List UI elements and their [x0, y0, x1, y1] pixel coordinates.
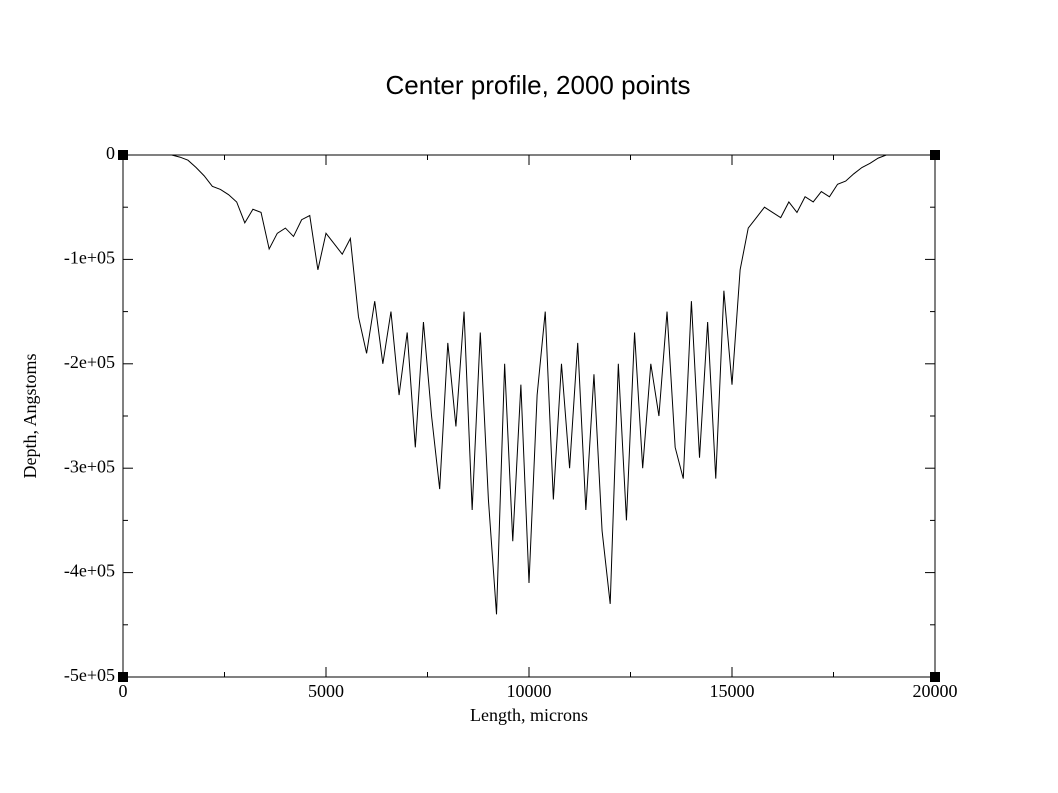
y-tick-label: 0 [106, 143, 115, 163]
chart-title: Center profile, 2000 points [386, 70, 691, 100]
y-tick-label: -2e+05 [64, 352, 115, 372]
y-tick-label: -1e+05 [64, 248, 115, 268]
plot-frame [122, 154, 936, 678]
x-tick-label: 20000 [913, 681, 958, 701]
x-tick-label: 10000 [507, 681, 552, 701]
y-tick-label: -5e+05 [64, 665, 115, 685]
x-tick-label: 5000 [308, 681, 344, 701]
y-tick-label: -4e+05 [64, 561, 115, 581]
x-axis-label: Length, microns [470, 705, 588, 725]
x-tick-label: 15000 [710, 681, 755, 701]
x-tick-label: 0 [119, 681, 128, 701]
y-tick-label: -3e+05 [64, 456, 115, 476]
y-axis-label: Depth, Angstoms [20, 353, 40, 478]
data-line [123, 154, 935, 615]
